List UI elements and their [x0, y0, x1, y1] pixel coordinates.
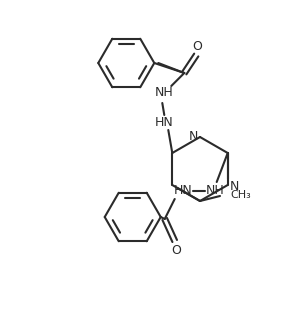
Text: O: O [192, 41, 202, 54]
Text: NH: NH [155, 87, 174, 99]
Text: O: O [171, 244, 181, 256]
Text: HN: HN [155, 116, 174, 129]
Text: N: N [230, 180, 239, 193]
Text: HN: HN [173, 184, 192, 198]
Text: N: N [188, 130, 198, 144]
Text: NH: NH [205, 184, 224, 198]
Text: CH₃: CH₃ [230, 190, 251, 200]
